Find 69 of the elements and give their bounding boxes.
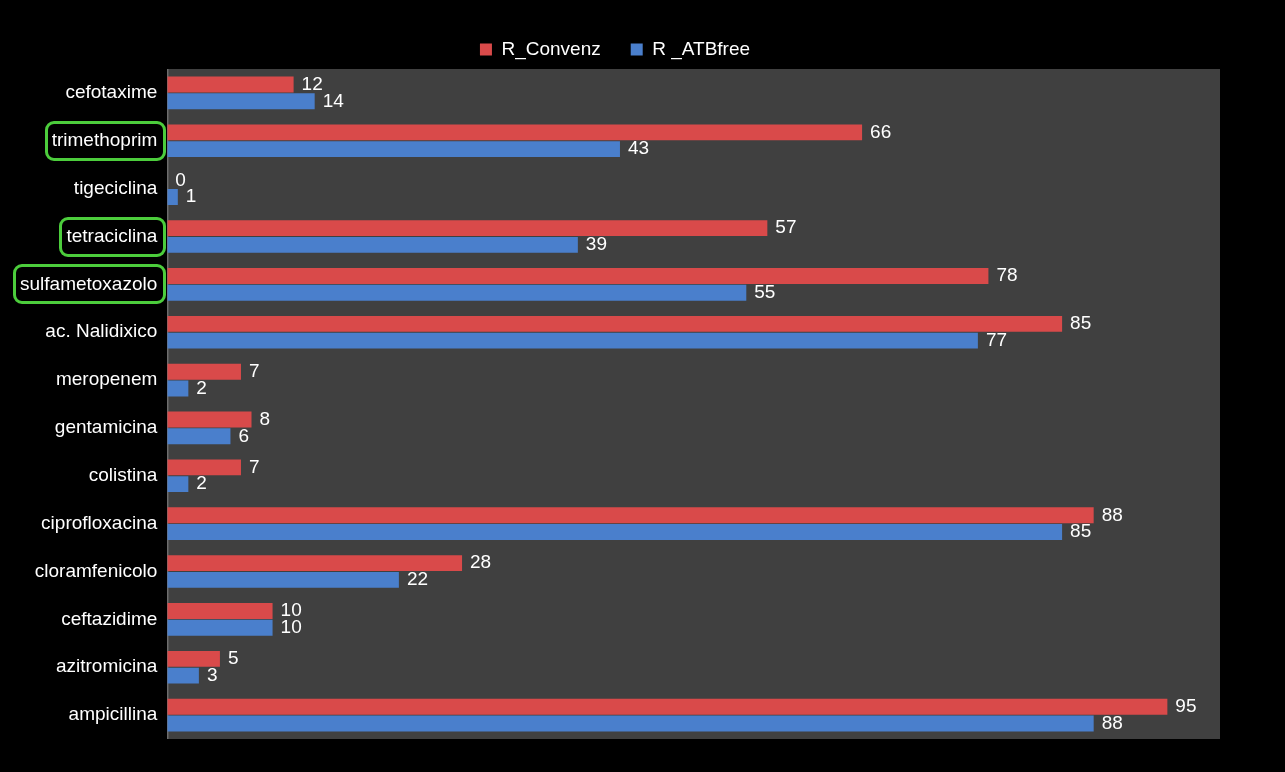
data-label: 85 (1070, 312, 1092, 334)
data-label: 8 (259, 407, 271, 429)
data-label: 88 (1101, 711, 1123, 733)
bar (167, 507, 1094, 524)
bar (167, 268, 989, 284)
bar (167, 332, 978, 349)
bar (167, 141, 620, 158)
y-tick-label: ciprofloxacina (41, 511, 158, 533)
data-label: 85 (1070, 520, 1092, 542)
y-tick-label: trimethoprim (51, 129, 158, 151)
y-tick-label: cefotaxime (65, 81, 158, 103)
bar (167, 189, 178, 205)
data-label: 57 (775, 216, 797, 238)
bar (167, 603, 273, 619)
bar (167, 698, 1168, 715)
data-label: 88 (1101, 503, 1123, 525)
bar (167, 650, 220, 667)
bar (167, 411, 252, 428)
data-label: 43 (627, 137, 650, 159)
bar (167, 363, 241, 380)
bar (167, 524, 1063, 540)
y-tick-label: cloramfenicolo (34, 559, 158, 581)
data-label: 7 (248, 455, 260, 477)
data-label: 78 (996, 264, 1018, 286)
bar (167, 428, 231, 445)
y-tick-label: ac. Nalidixico (45, 320, 158, 342)
bar (167, 571, 399, 588)
data-label: 6 (238, 424, 250, 446)
y-tick-label: gentamicina (54, 416, 158, 438)
y-tick-label: azitromicina (55, 655, 158, 677)
bar (167, 76, 294, 93)
bar (167, 667, 199, 684)
y-tick-label: colistina (88, 464, 158, 486)
data-label: 1 (185, 185, 197, 207)
data-label: 12 (301, 72, 323, 94)
y-tick-label: ceftazidime (61, 607, 158, 629)
data-label: 77 (985, 328, 1008, 350)
y-tick-label: tigeciclina (73, 176, 158, 198)
bar (167, 715, 1094, 732)
data-label: 2 (196, 376, 207, 398)
bar (167, 220, 768, 237)
data-label: 55 (754, 280, 776, 302)
bar (167, 555, 463, 572)
y-tick-label: ampicillina (68, 703, 158, 725)
data-label: 3 (206, 663, 218, 685)
data-label: 5 (227, 647, 239, 669)
y-tick-label: meropenem (55, 368, 158, 390)
data-label: 66 (870, 120, 892, 142)
bar (167, 93, 315, 110)
bar (167, 236, 578, 253)
bar (167, 476, 189, 493)
bar (167, 315, 1063, 332)
data-label: 7 (248, 359, 260, 381)
bar (167, 459, 241, 476)
bar (167, 380, 189, 397)
y-tick-label: tetraciclina (66, 224, 158, 246)
data-label: 2 (196, 472, 207, 494)
data-label: 28 (470, 551, 492, 573)
data-label: 22 (406, 568, 429, 590)
legend-label: R _ATBfree (652, 37, 751, 60)
bar (167, 619, 273, 636)
bar (167, 284, 747, 301)
legend-label: R_Convenz (501, 37, 601, 60)
data-label: 39 (585, 233, 607, 255)
data-label: 95 (1175, 694, 1197, 716)
data-label: 0 (175, 168, 186, 190)
data-label: 14 (322, 89, 345, 111)
y-tick-label: sulfametoxazolo (20, 272, 158, 294)
bar (167, 124, 863, 141)
